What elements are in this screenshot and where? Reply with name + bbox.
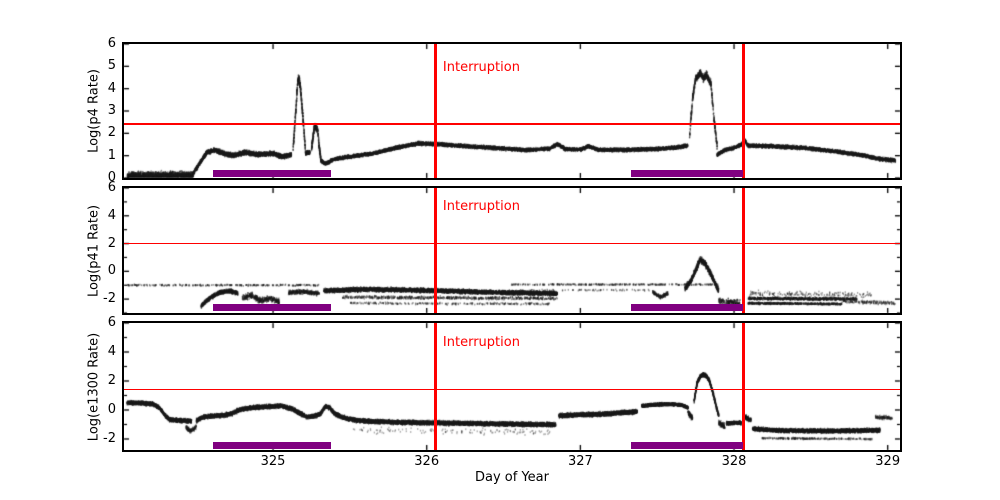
y-tick-label: 2 — [107, 372, 116, 388]
y-axis-label: Log(e1300 Rate) — [86, 332, 102, 441]
threshold-line — [124, 242, 900, 245]
panel-frame — [122, 42, 902, 180]
interruption-line — [434, 323, 438, 450]
telemetry-coverage-bar — [213, 170, 332, 178]
y-axis-label: Log(p41 Rate) — [86, 204, 102, 297]
x-tick-label: 329 — [875, 454, 901, 469]
interruption-annotation: Interruption — [442, 335, 520, 351]
panel-frame — [122, 321, 902, 452]
interruption-line — [741, 188, 745, 313]
interruption-line — [434, 44, 438, 178]
y-tick-label: 2 — [107, 235, 116, 251]
x-tick-label: 328 — [721, 454, 747, 469]
y-tick-label: 4 — [107, 80, 116, 96]
telemetry-coverage-bar — [631, 170, 744, 178]
y-tick-label: 1 — [107, 147, 116, 163]
interruption-line — [741, 44, 745, 178]
telemetry-coverage-bar — [213, 304, 332, 312]
y-tick-label: 0 — [107, 263, 116, 279]
y-tick-label: 6 — [107, 36, 116, 51]
threshold-line — [124, 123, 900, 125]
telemetry-coverage-bar — [631, 304, 744, 312]
y-axis-label: Log(p4 Rate) — [86, 69, 102, 153]
x-tick-label: 325 — [260, 454, 286, 469]
interruption-line — [741, 323, 745, 450]
y-tick-label: 3 — [107, 103, 116, 118]
telemetry-coverage-bar — [213, 442, 332, 449]
y-tick-label: 6 — [107, 180, 116, 195]
threshold-line — [124, 388, 900, 391]
y-tick-label: 4 — [107, 207, 116, 223]
y-tick-label: 0 — [107, 170, 116, 185]
y-tick-label: 4 — [107, 343, 116, 359]
x-tick-label: 327 — [567, 454, 593, 469]
interruption-line — [434, 188, 438, 313]
y-tick-label: 5 — [107, 58, 116, 74]
y-tick-label: 2 — [107, 125, 116, 141]
telemetry-coverage-bar — [631, 442, 744, 449]
y-tick-label: 0 — [107, 401, 116, 417]
y-tick-label: -2 — [103, 291, 116, 307]
y-tick-label: 6 — [107, 315, 116, 330]
interruption-annotation: Interruption — [442, 59, 520, 75]
x-axis-label: Day of Year — [475, 470, 549, 485]
y-tick-label: -2 — [103, 430, 116, 446]
x-tick-label: 326 — [414, 454, 440, 469]
panel-frame — [122, 186, 902, 315]
interruption-annotation: Interruption — [442, 199, 520, 215]
